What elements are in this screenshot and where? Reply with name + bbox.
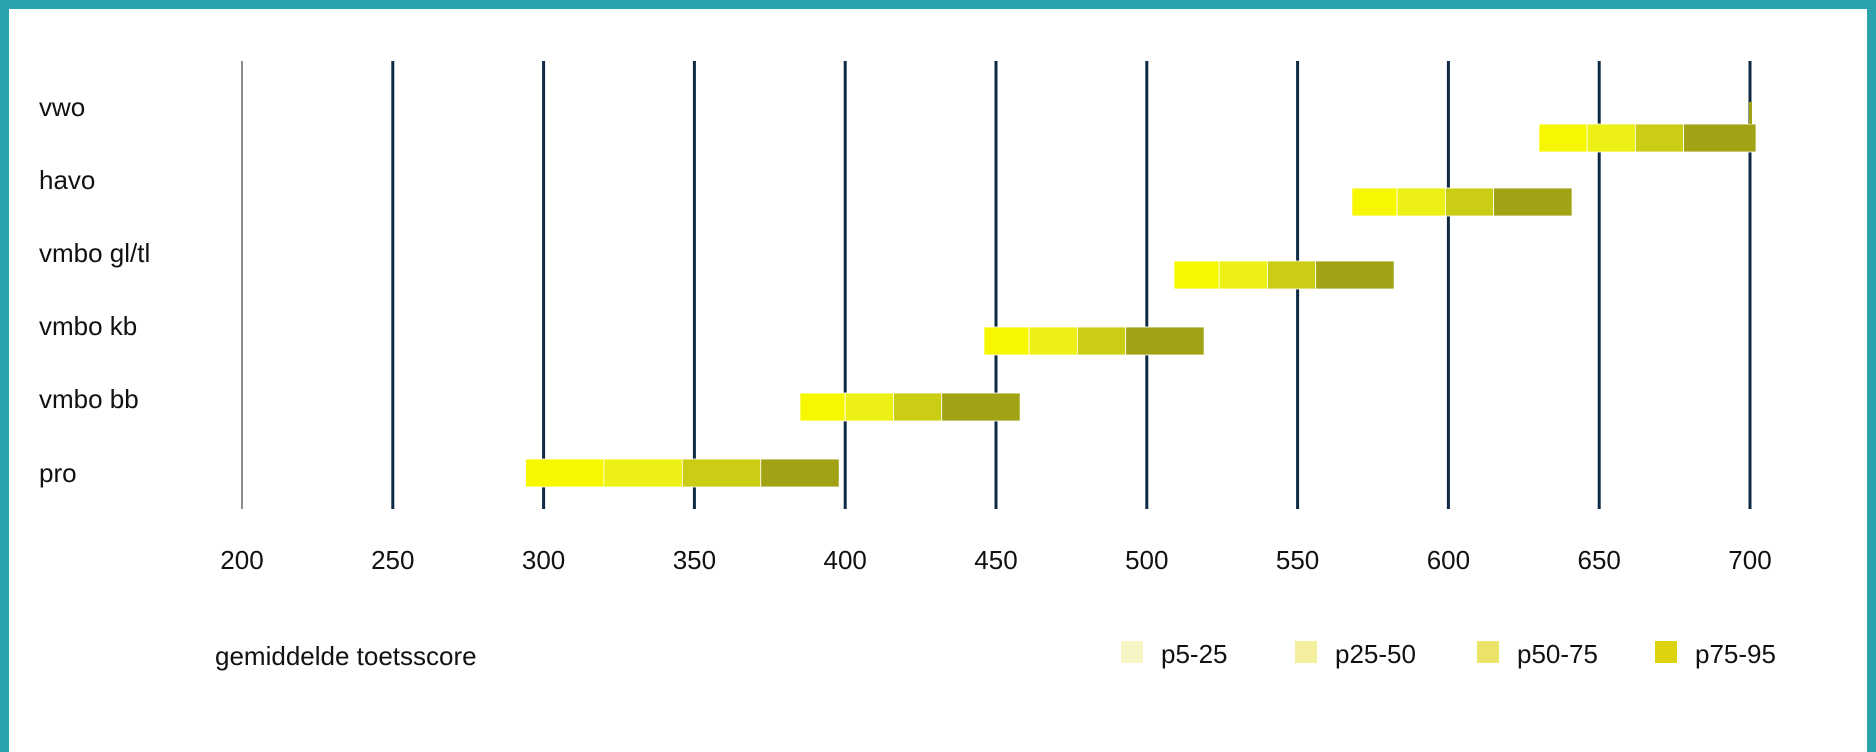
bar-segment (893, 392, 943, 422)
x-tick-label: 350 (673, 545, 716, 575)
x-tick-label: 250 (371, 545, 414, 575)
x-tick-label: 300 (522, 545, 565, 575)
x-tick-label: 500 (1125, 545, 1168, 575)
x-axis-title: gemiddelde toetsscore (215, 641, 477, 671)
x-tick-label: 600 (1427, 545, 1470, 575)
bar-segment (1586, 123, 1636, 153)
category-label: vmbo bb (39, 384, 139, 414)
bar-segment (1028, 326, 1078, 356)
chart-frame: vwo havo vmbo gl/tl vmbo kb vmbo bb pro 200 25… (9, 9, 1867, 752)
x-tick-label: 200 (220, 545, 263, 575)
category-labels: vwo havo vmbo gl/tl vmbo kb vmbo bb pro (39, 92, 150, 488)
bar-segment (1634, 123, 1685, 153)
bar-segment (1396, 187, 1446, 217)
legend-label: p5-25 (1161, 639, 1228, 669)
bar-segment (1218, 260, 1268, 290)
legend-swatch (1477, 641, 1499, 663)
category-label: vwo (39, 92, 85, 122)
x-tick-label: 450 (974, 545, 1017, 575)
x-tick-label: 400 (824, 545, 867, 575)
legend-label: p50-75 (1517, 639, 1598, 669)
bar-segment (1315, 260, 1395, 290)
legend: p5-25 p25-50 p50-75 p75-95 (1121, 639, 1776, 669)
x-tick-label: 650 (1578, 545, 1621, 575)
category-label: vmbo gl/tl (39, 238, 150, 268)
x-tick-labels: 200 250 300 350 400 450 500 550 600 650 700 (220, 545, 1771, 575)
bar-segment (760, 458, 840, 488)
category-label: vmbo kb (39, 311, 137, 341)
x-tick-label: 700 (1728, 545, 1771, 575)
bar-segment (525, 458, 605, 488)
bars (525, 102, 1757, 488)
legend-swatch (1655, 641, 1677, 663)
bar-segment (1444, 187, 1495, 217)
bar-segment (941, 392, 1021, 422)
bar-segment (1351, 187, 1398, 217)
legend-swatch (1121, 641, 1143, 663)
bar-segment (983, 326, 1030, 356)
bar-segment (1267, 260, 1317, 290)
gridlines (241, 61, 1752, 509)
legend-label: p25-50 (1335, 639, 1416, 669)
bar-segment-sliver (1749, 102, 1752, 124)
bar-segment (1683, 123, 1757, 153)
category-label: havo (39, 165, 95, 195)
legend-label: p75-95 (1695, 639, 1776, 669)
bar-segment (1125, 326, 1205, 356)
bar-segment (1538, 123, 1588, 153)
bar-segment (1173, 260, 1220, 290)
bar-segment (1077, 326, 1127, 356)
bar-segment (844, 392, 894, 422)
bar-segment (799, 392, 846, 422)
chart-canvas: vwo havo vmbo gl/tl vmbo kb vmbo bb pro 200 25… (39, 61, 1776, 671)
legend-swatch (1295, 641, 1317, 663)
category-label: pro (39, 458, 77, 488)
bar-segment (1493, 187, 1573, 217)
bar-segment (681, 458, 762, 488)
bar-segment (603, 458, 683, 488)
x-tick-label: 550 (1276, 545, 1319, 575)
